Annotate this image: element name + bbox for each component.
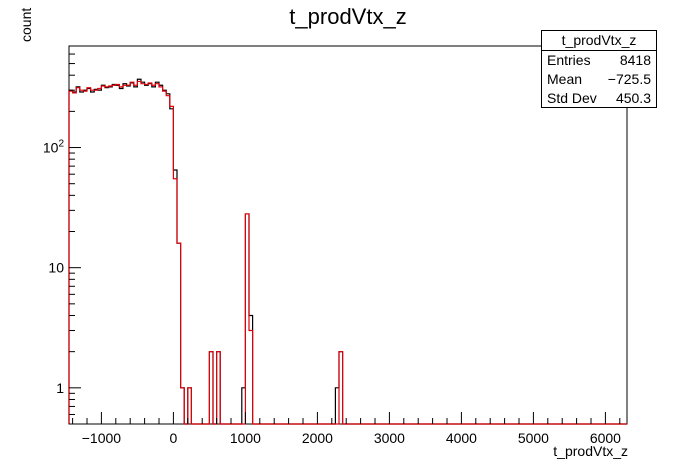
y-tick-label: 102: [43, 139, 65, 156]
x-tick-label: 0: [170, 430, 178, 446]
y-axis-label: count: [18, 7, 34, 42]
y-tick-label: 1: [56, 380, 64, 396]
stats-label: Std Dev: [547, 90, 597, 106]
stats-row-mean: Mean −725.5: [542, 70, 656, 89]
x-axis-label: t_prodVtx_z: [553, 443, 628, 459]
stats-box: t_prodVtx_z Entries 8418 Mean −725.5 Std…: [541, 30, 657, 108]
stats-label: Entries: [547, 52, 591, 68]
stats-row-entries: Entries 8418: [542, 51, 656, 70]
y-axis: 1 10 102: [43, 45, 81, 425]
stats-box-name: t_prodVtx_z: [542, 31, 656, 51]
x-tick-label: 2000: [302, 430, 333, 446]
x-tick-label: 4000: [446, 430, 477, 446]
y-tick-label: 10: [48, 260, 64, 276]
histogram-series: [68, 78, 627, 425]
x-tick-label: −1000: [82, 430, 122, 446]
stats-label: Mean: [547, 71, 583, 87]
stats-row-stddev: Std Dev 450.3: [542, 89, 656, 108]
x-tick-label: 1000: [230, 430, 261, 446]
chart-title: t_prodVtx_z: [289, 4, 407, 29]
x-axis: −1000 0 1000 2000 3000 4000 5000 6000: [72, 412, 621, 446]
x-tick-label: 3000: [374, 430, 405, 446]
stats-value: 8418: [619, 52, 651, 68]
series-line-1: [68, 80, 627, 425]
x-tick-label: 6000: [590, 430, 621, 446]
series-line-0: [68, 78, 627, 425]
x-tick-label: 5000: [518, 430, 549, 446]
stats-value: −725.5: [607, 71, 651, 87]
stats-value: 450.3: [615, 90, 651, 106]
